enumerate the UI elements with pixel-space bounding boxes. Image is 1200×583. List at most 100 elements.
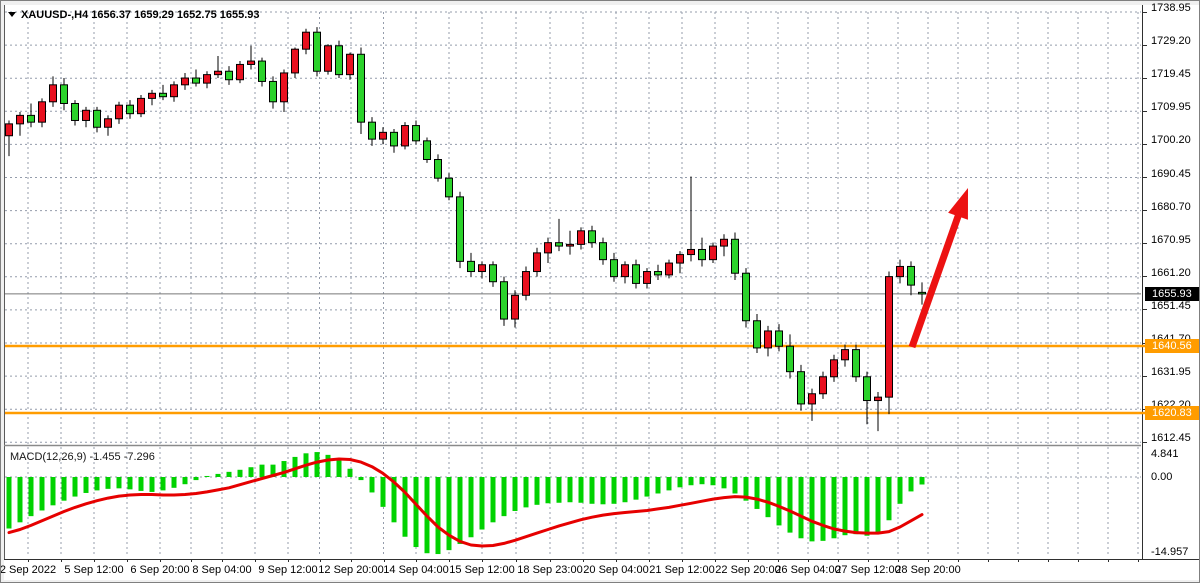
candles-group xyxy=(5,27,926,432)
time-tick-mark xyxy=(682,559,683,562)
time-tick-mark xyxy=(838,559,839,562)
candle-body xyxy=(379,131,387,140)
candle xyxy=(71,100,79,126)
candle xyxy=(456,191,464,269)
time-tick-mark xyxy=(288,559,289,562)
macd-bar xyxy=(831,477,837,539)
candle xyxy=(27,103,35,128)
macd-bar xyxy=(391,477,397,523)
macd-bar xyxy=(776,477,782,526)
price-tick-label: 1661.20 xyxy=(1151,266,1191,279)
time-tick-label: 22 Sep 20:00 xyxy=(715,564,781,576)
time-tick-mark xyxy=(319,559,321,562)
time-tick-mark xyxy=(988,559,989,562)
candle-body xyxy=(797,371,805,405)
macd-bar xyxy=(127,477,133,490)
symbol-ohlc-text: XAUUSD-,H4 1656.37 1659.29 1652.75 1655.… xyxy=(21,9,260,21)
macd-bar xyxy=(94,477,100,491)
candle-body xyxy=(522,271,530,296)
macd-axis-min: -14.957 xyxy=(1151,546,1189,558)
macd-bar xyxy=(688,477,694,486)
trend-arrow[interactable] xyxy=(908,188,968,349)
macd-axis-zero: 0.00 xyxy=(1151,471,1173,483)
symbol-dropdown-icon[interactable] xyxy=(8,12,16,17)
candle-body xyxy=(654,271,662,276)
macd-bar xyxy=(633,477,639,500)
price-tick-mark xyxy=(1142,143,1147,145)
time-tick-mark xyxy=(1108,559,1109,562)
candle-body xyxy=(819,376,827,395)
price-tick-mark xyxy=(1142,177,1147,178)
arrow-head xyxy=(948,188,968,220)
macd-bar xyxy=(358,477,364,481)
time-tick-mark xyxy=(255,559,256,562)
macd-bar xyxy=(457,477,463,544)
price-tick-label: 1729.20 xyxy=(1151,35,1191,48)
candle xyxy=(313,27,321,77)
candle-body xyxy=(27,114,35,123)
candle xyxy=(511,290,519,328)
time-tick-label: 2 Sep 2022 xyxy=(0,564,57,576)
candle xyxy=(181,72,189,90)
candle-body xyxy=(93,109,101,128)
candle xyxy=(258,57,266,87)
candle xyxy=(764,325,772,357)
macd-bar xyxy=(556,477,562,503)
macd-bar xyxy=(545,477,551,504)
time-tick-mark xyxy=(715,559,716,562)
macd-bar xyxy=(61,477,67,501)
time-tick-mark xyxy=(1078,559,1079,562)
macd-bar xyxy=(28,477,34,517)
candle-body xyxy=(555,242,563,247)
time-tick-label: 28 Sep 20:00 xyxy=(895,564,961,576)
candle-body xyxy=(82,109,90,121)
candle xyxy=(445,173,453,201)
candle-body xyxy=(489,264,497,283)
macd-bar xyxy=(226,471,232,477)
macd-bar xyxy=(743,477,749,501)
candle-body xyxy=(148,92,156,99)
time-tick-mark xyxy=(61,559,62,562)
price-tick-mark xyxy=(1142,77,1147,79)
candle xyxy=(841,344,849,367)
candle xyxy=(225,66,233,85)
price-tick-mark xyxy=(1142,441,1147,443)
candle-body xyxy=(709,245,717,261)
candle-body xyxy=(456,196,464,262)
candle xyxy=(390,128,398,153)
time-tick-label: 27 Sep 12:00 xyxy=(835,564,901,576)
macd-bar xyxy=(193,477,199,481)
candle-body xyxy=(280,72,288,103)
macd-bar xyxy=(380,477,386,507)
time-tick-mark xyxy=(1138,559,1139,562)
time-tick-mark xyxy=(868,559,869,562)
macd-bar xyxy=(677,477,683,488)
price-tick-label: 1700.20 xyxy=(1151,134,1191,147)
candle xyxy=(742,268,750,328)
macd-bar xyxy=(402,477,408,537)
candle-body xyxy=(115,104,123,120)
candle-body xyxy=(896,265,904,278)
price-tick-label: 1651.45 xyxy=(1151,299,1191,312)
candle-body xyxy=(357,53,365,123)
time-axis xyxy=(4,559,1199,580)
support-resistance-lines xyxy=(5,344,1148,415)
candle xyxy=(467,252,475,277)
price-tick-label: 1670.95 xyxy=(1151,233,1191,246)
candle-body xyxy=(918,291,926,295)
macd-bar xyxy=(446,477,452,551)
candle-body xyxy=(511,294,519,320)
candle-body xyxy=(467,260,475,273)
macd-bar xyxy=(149,477,155,492)
macd-bar xyxy=(699,477,705,485)
macd-bar xyxy=(281,461,287,477)
price-tick-label: 1690.45 xyxy=(1151,167,1191,180)
time-axis-labels: 2 Sep 2022 5 Sep 12:00 6 Sep 20:00 8 Sep 04… xyxy=(1,559,1199,580)
price-tick-mark xyxy=(1142,11,1147,13)
candle-body xyxy=(291,48,299,74)
candle xyxy=(137,95,145,118)
time-tick-label: 18 Sep 23:00 xyxy=(517,564,583,576)
macd-bar xyxy=(897,477,903,504)
candle xyxy=(38,98,46,128)
